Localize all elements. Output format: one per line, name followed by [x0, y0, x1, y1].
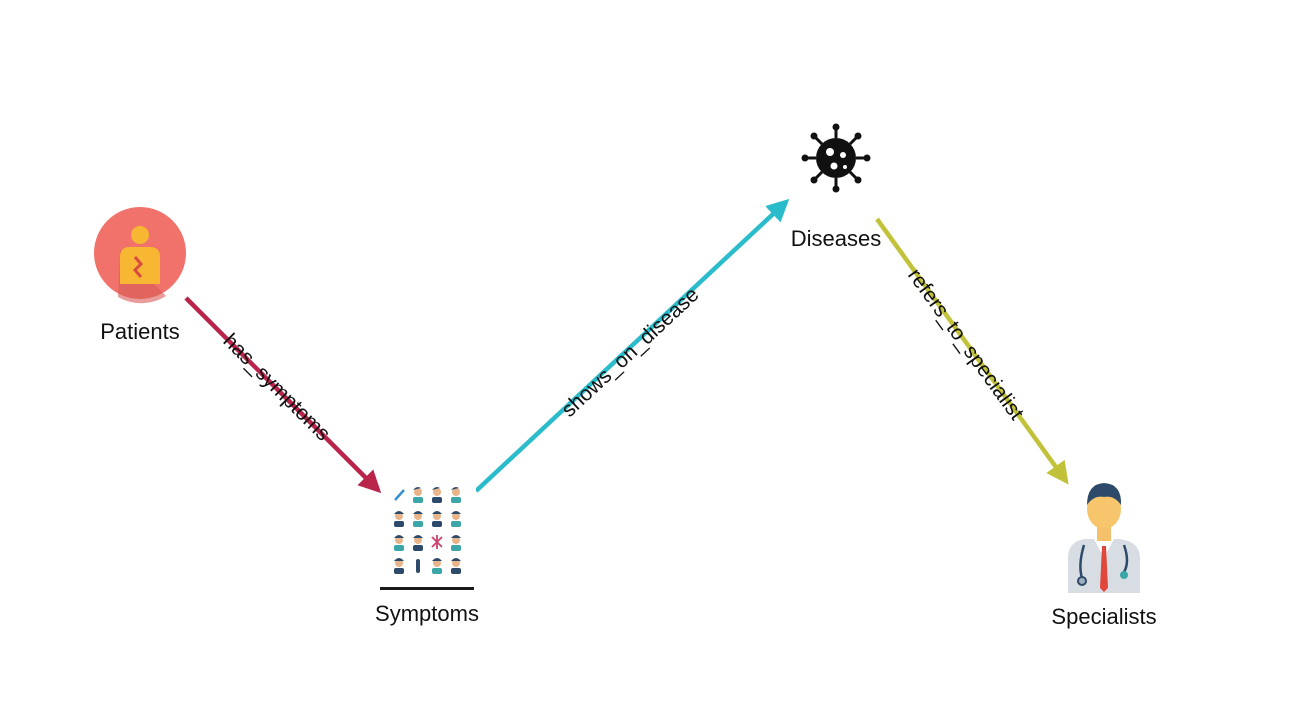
symptoms-grid-icon [380, 480, 476, 590]
node-label-specialists: Specialists [1051, 604, 1156, 629]
edge-label-shows-on-disease: shows_on_disease [557, 283, 703, 422]
edge-label-has-symptoms: has_symptoms [219, 329, 335, 445]
edge-refers-to-specialist: refers_to_specialist [875, 217, 1069, 485]
node-label-patients: Patients [100, 319, 180, 344]
node-patients: Patients [94, 207, 186, 344]
doctor-icon [1068, 483, 1140, 593]
node-label-symptoms: Symptoms [375, 601, 479, 626]
node-label-diseases: Diseases [791, 226, 881, 251]
node-specialists: Specialists [1051, 483, 1157, 629]
node-diseases: Diseases [791, 123, 881, 251]
edge-label-refers-to-specialist: refers_to_specialist [903, 264, 1028, 424]
edge-shows-on-disease: shows_on_disease [474, 198, 790, 493]
patient-body-icon [94, 207, 186, 304]
virus-icon [801, 123, 871, 193]
node-symptoms: Symptoms [375, 480, 479, 626]
edge-has-symptoms: has_symptoms [184, 296, 382, 494]
